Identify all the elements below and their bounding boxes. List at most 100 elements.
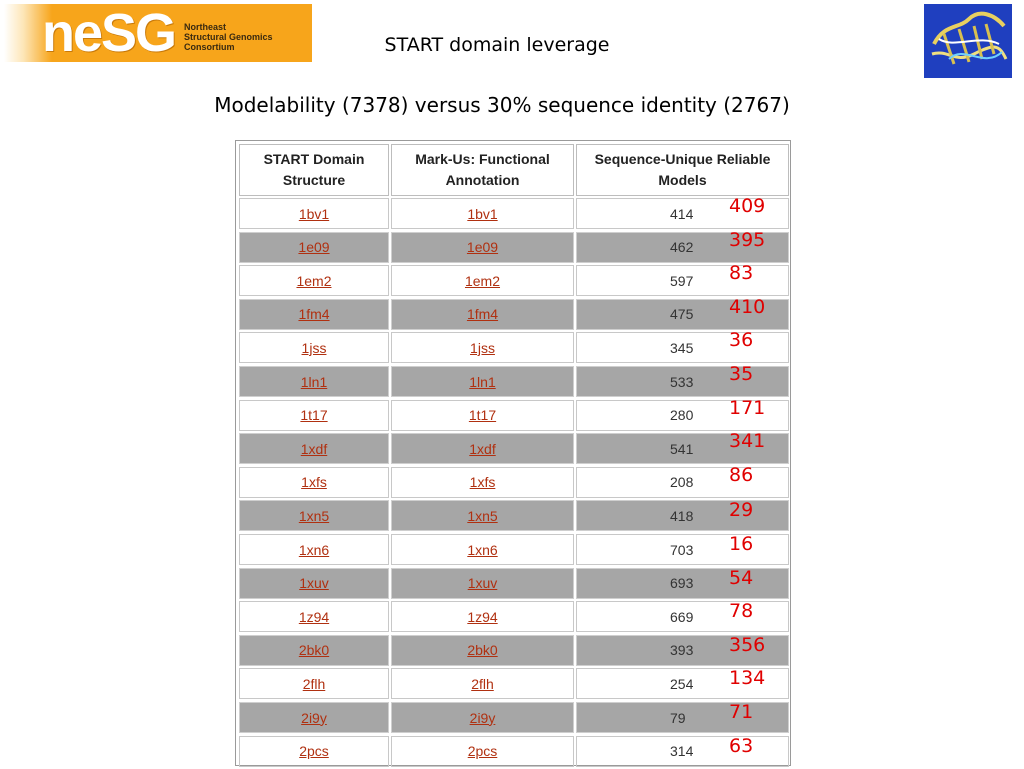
- annotation-cell: 2pcs: [391, 735, 574, 767]
- table-row: 2pcs 2pcs 314 63: [236, 734, 792, 769]
- structure-cell: 2i9y: [239, 702, 389, 733]
- structure-link[interactable]: 1xn6: [298, 541, 330, 558]
- structure-link[interactable]: 1xfs: [301, 474, 327, 491]
- annotation-link[interactable]: 2pcs: [467, 743, 498, 760]
- annotation-cell: 1em2: [391, 265, 574, 297]
- annotation-link[interactable]: 1t17: [468, 407, 497, 424]
- logo-subtitle-line: Northeast: [184, 22, 227, 32]
- structure-cell: 1em2: [239, 265, 389, 297]
- overlay-number: 171: [729, 396, 766, 419]
- models-cell: 703 16: [576, 533, 789, 565]
- overlay-number: 63: [729, 734, 754, 757]
- table-row: 2flh 2flh 254 134: [236, 667, 792, 701]
- structure-cell: 2pcs: [239, 735, 389, 767]
- slide-subtitle: Modelability (7378) versus 30% sequence …: [214, 93, 790, 117]
- table-row: 2bk0 2bk0 393 356: [236, 633, 792, 668]
- annotation-link[interactable]: 1e09: [466, 239, 499, 256]
- annotation-cell: 2i9y: [391, 702, 574, 733]
- models-cell: 597 83: [576, 262, 789, 297]
- structure-link[interactable]: 2pcs: [299, 743, 329, 760]
- models-cell: 414 409: [576, 195, 789, 229]
- annotation-link[interactable]: 1xfs: [469, 474, 496, 491]
- table-row: 1em2 1em2 597 83: [236, 262, 792, 298]
- models-count: 541: [670, 440, 694, 457]
- table-row: 1xdf 1xdf 541 341: [236, 430, 792, 466]
- annotation-link[interactable]: 1ln1: [469, 373, 496, 390]
- models-cell: 79 71: [576, 701, 789, 733]
- models-count: 79: [670, 709, 686, 726]
- nesg-logo: neSG Northeast Structural Genomics Conso…: [4, 4, 312, 62]
- overlay-number: 54: [729, 566, 754, 589]
- overlay-number: 71: [729, 701, 754, 723]
- structure-cell: 1xn5: [239, 500, 389, 532]
- table-row: 2i9y 2i9y 79 71: [236, 701, 792, 735]
- models-count: 280: [670, 407, 694, 424]
- models-cell: 393 356: [576, 633, 789, 666]
- annotation-link[interactable]: 1fm4: [466, 306, 499, 323]
- annotation-link[interactable]: 2i9y: [469, 709, 496, 726]
- structure-link[interactable]: 1jss: [301, 339, 327, 356]
- annotation-link[interactable]: 1xn6: [467, 541, 498, 558]
- table-row: 1xuv 1xuv 693 54: [236, 566, 792, 601]
- table-row: 1ln1 1ln1 533 35: [236, 363, 792, 399]
- logo-wordmark: neSG: [42, 4, 177, 62]
- overlay-number: 16: [729, 533, 754, 555]
- column-header-models: Sequence-Unique Reliable Models: [576, 144, 789, 196]
- overlay-number: 356: [729, 633, 766, 656]
- structure-link[interactable]: 1em2: [296, 272, 332, 289]
- structure-link[interactable]: 2bk0: [298, 642, 330, 659]
- overlay-number: 341: [729, 430, 766, 453]
- structure-link[interactable]: 1xuv: [299, 575, 329, 592]
- annotation-link[interactable]: 1bv1: [467, 205, 498, 222]
- structure-link[interactable]: 1ln1: [300, 373, 328, 390]
- annotation-link[interactable]: 2flh: [471, 675, 494, 692]
- overlay-number: 410: [729, 295, 766, 318]
- structure-cell: 1xuv: [239, 567, 389, 599]
- models-count: 418: [670, 507, 694, 524]
- structure-link[interactable]: 1bv1: [298, 205, 330, 222]
- models-count: 597: [670, 272, 694, 289]
- annotation-cell: 1bv1: [391, 198, 574, 229]
- structure-link[interactable]: 1e09: [298, 239, 330, 256]
- annotation-cell: 1t17: [391, 399, 574, 431]
- structure-link[interactable]: 1xdf: [300, 440, 328, 457]
- annotation-link[interactable]: 1xn5: [467, 507, 498, 524]
- models-cell: 533 35: [576, 363, 789, 397]
- overlay-number: 29: [729, 499, 754, 522]
- overlay-number: 134: [729, 667, 766, 690]
- structure-link[interactable]: 1xn5: [298, 507, 330, 524]
- models-cell: 345 36: [576, 329, 789, 364]
- overlay-number: 395: [729, 228, 766, 251]
- models-count: 669: [670, 608, 694, 625]
- structure-cell: 1xdf: [239, 433, 389, 465]
- annotation-link[interactable]: 1xuv: [467, 575, 498, 592]
- annotation-link[interactable]: 1jss: [470, 339, 495, 356]
- structure-link[interactable]: 1fm4: [298, 306, 330, 323]
- models-cell: 314 63: [576, 734, 789, 767]
- models-cell: 280 171: [576, 396, 789, 431]
- protein-structure-image: [924, 4, 1012, 78]
- structure-link[interactable]: 2flh: [302, 675, 326, 692]
- models-count: 533: [670, 373, 694, 390]
- annotation-cell: 1jss: [391, 332, 574, 364]
- annotation-link[interactable]: 1z94: [467, 608, 498, 625]
- models-count: 393: [670, 642, 694, 659]
- annotation-link[interactable]: 1xdf: [469, 440, 496, 457]
- logo-subtitle: Northeast Structural Genomics Consortium: [184, 22, 309, 52]
- table-row: 1xn5 1xn5 418 29: [236, 499, 792, 533]
- structure-cell: 2flh: [239, 668, 389, 700]
- annotation-link[interactable]: 2bk0: [467, 642, 498, 659]
- models-cell: 208 86: [576, 464, 789, 498]
- structure-link[interactable]: 2i9y: [301, 709, 327, 726]
- start-domain-table: START Domain Structure Mark-Us: Function…: [235, 140, 792, 769]
- structure-link[interactable]: 1z94: [298, 608, 330, 625]
- annotation-cell: 1xn5: [391, 500, 574, 532]
- structure-link[interactable]: 1t17: [300, 407, 328, 424]
- annotation-cell: 1z94: [391, 601, 574, 633]
- models-cell: 254 134: [576, 667, 789, 700]
- table-row: 1e09 1e09 462 395: [236, 228, 792, 265]
- models-count: 414: [670, 205, 694, 222]
- structure-cell: 1ln1: [239, 366, 389, 397]
- column-header-structure: START Domain Structure: [239, 144, 389, 196]
- annotation-link[interactable]: 1em2: [464, 272, 501, 289]
